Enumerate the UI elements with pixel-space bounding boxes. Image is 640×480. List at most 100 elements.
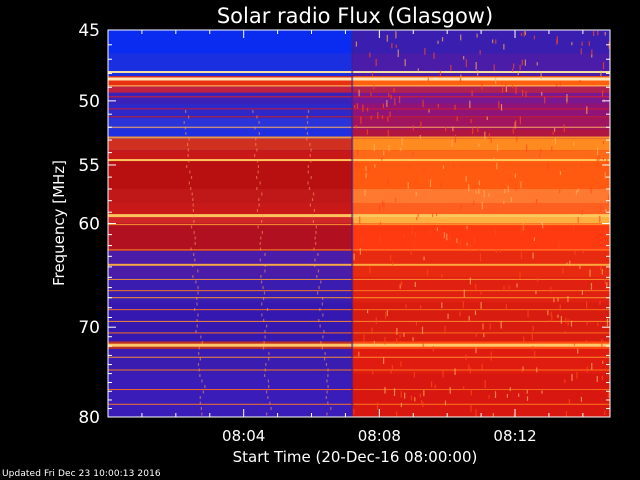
striation-dot	[261, 192, 263, 196]
burst-speckle	[424, 47, 426, 55]
burst-speckle	[593, 30, 595, 37]
burst-speckle	[601, 90, 604, 97]
burst-speckle	[395, 197, 397, 203]
striation-dot	[325, 396, 327, 399]
burst-speckle	[481, 81, 483, 90]
burst-speckle	[532, 325, 534, 332]
striation-dot	[268, 385, 270, 388]
burst-speckle	[372, 370, 374, 375]
burst-speckle	[384, 387, 386, 394]
burst-speckle	[381, 156, 383, 161]
burst-speckle	[552, 131, 554, 135]
burst-speckle	[540, 148, 542, 154]
burst-speckle	[535, 290, 537, 295]
burst-speckle	[447, 313, 449, 319]
burst-speckle	[460, 204, 462, 210]
burst-speckle	[449, 386, 451, 394]
band-left-9	[108, 150, 353, 161]
burst-speckle	[396, 338, 398, 344]
burst-speckle	[566, 262, 568, 266]
striation-dot	[256, 148, 258, 152]
burst-speckle	[600, 265, 602, 271]
burst-speckle	[573, 225, 575, 233]
burst-speckle	[440, 182, 443, 189]
burst-speckle	[515, 183, 517, 191]
burst-speckle	[494, 391, 497, 398]
burst-speckle	[602, 62, 605, 70]
band-right-0	[352, 30, 610, 54]
burst-speckle	[475, 190, 477, 194]
burst-speckle	[533, 237, 536, 241]
burst-speckle	[591, 362, 593, 370]
striation-dot	[266, 390, 268, 394]
emission-line-19	[108, 343, 610, 347]
striation-dot	[205, 418, 206, 421]
burst-speckle	[480, 301, 482, 309]
burst-speckle	[361, 238, 363, 245]
burst-speckle	[422, 99, 424, 108]
burst-speckle	[470, 119, 472, 124]
band-right-2	[352, 76, 610, 86]
striation-dot	[267, 429, 268, 432]
striation-dot	[188, 159, 190, 163]
burst-speckle	[604, 410, 606, 416]
striation-dot	[325, 363, 328, 366]
emission-line-2	[108, 85, 610, 87]
burst-speckle	[463, 289, 465, 298]
burst-speckle	[403, 234, 406, 239]
burst-speckle	[479, 253, 482, 262]
band-left-4	[108, 92, 353, 104]
striation-dot	[327, 401, 329, 405]
burst-speckle	[588, 41, 590, 46]
striation-dot	[187, 154, 189, 157]
burst-speckle	[358, 89, 360, 97]
burst-speckle	[547, 310, 549, 316]
striation-dot	[201, 379, 203, 383]
band-right-1	[352, 53, 610, 77]
striation-dot	[315, 231, 317, 234]
burst-speckle	[580, 396, 583, 402]
burst-speckle	[533, 35, 536, 40]
striation-dot	[313, 247, 315, 251]
striation-dot	[262, 346, 265, 350]
burst-speckle	[392, 261, 394, 266]
transition-edge	[351, 30, 354, 417]
striation-dot	[183, 121, 185, 124]
burst-speckle	[469, 367, 472, 374]
burst-speckle	[365, 166, 367, 171]
burst-speckle	[373, 340, 375, 346]
striation-dot	[267, 396, 269, 399]
burst-speckle	[600, 204, 602, 212]
striation-dot	[192, 203, 194, 207]
burst-speckle	[404, 392, 406, 399]
burst-speckle	[465, 354, 467, 360]
striation-dot	[266, 412, 268, 416]
striation-dot	[319, 324, 321, 328]
striation-dot	[200, 407, 202, 410]
striation-dot	[196, 302, 198, 306]
burst-speckle	[522, 366, 524, 371]
burst-speckle	[431, 212, 434, 217]
burst-speckle	[469, 277, 471, 285]
striation-dot	[197, 291, 199, 295]
striation-dot	[257, 165, 259, 168]
x-axis-label: Start Time (20-Dec-16 08:00:00)	[233, 448, 478, 466]
burst-speckle	[387, 129, 389, 137]
burst-speckle	[577, 216, 579, 223]
burst-speckle	[532, 252, 534, 259]
burst-speckle	[569, 260, 571, 267]
burst-speckle	[462, 301, 464, 309]
burst-speckle	[607, 392, 610, 398]
striation-dot	[321, 302, 323, 306]
band-left-3	[108, 85, 353, 93]
burst-speckle	[472, 127, 474, 135]
emission-line-5	[108, 116, 610, 118]
striation-dot	[201, 412, 203, 416]
burst-speckle	[490, 356, 492, 361]
striation-dot	[190, 187, 192, 190]
striation-dot	[256, 159, 259, 163]
emission-line-15	[108, 297, 610, 299]
burst-speckle	[513, 63, 515, 69]
burst-speckle	[443, 232, 445, 238]
burst-speckle	[553, 298, 555, 303]
